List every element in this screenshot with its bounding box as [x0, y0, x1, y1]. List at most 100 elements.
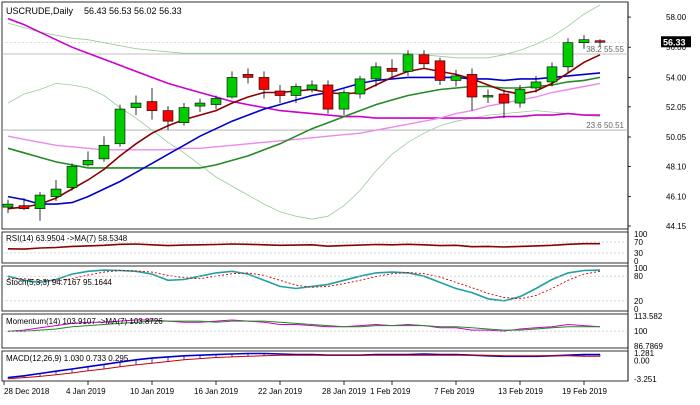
time-tick-label: 28 Dec 2018 [4, 387, 50, 396]
momentum-line [7, 319, 601, 332]
momentum-label: Momentum(14) 103.9107 ->MA(7) 103.8726 [6, 317, 163, 326]
candle-body [386, 68, 398, 72]
candle[interactable] [546, 62, 558, 87]
candle[interactable] [226, 71, 238, 99]
price-axis[interactable]: 58.00 56.00 54.00 52.05 50.05 48.10 46.10 44.15 [628, 13, 687, 231]
candle[interactable] [594, 39, 606, 47]
time-tick-label: 16 Jan 2019 [194, 387, 239, 396]
candle-body [546, 66, 558, 83]
indicator-tick-label: 0 [634, 305, 639, 314]
indicator-tick-label: 113.582 [634, 312, 663, 321]
price-tick-label: 54.00 [666, 73, 687, 82]
candle-body [274, 90, 286, 96]
price-tick-label: 50.05 [666, 133, 687, 142]
candle-body [34, 194, 46, 209]
indicator-tick-label: 100 [634, 327, 648, 336]
candle-body [418, 54, 430, 65]
candle[interactable] [530, 75, 542, 93]
macd-main-line [7, 352, 600, 379]
price-pane[interactable] [2, 4, 628, 221]
candle[interactable] [130, 95, 142, 116]
candle[interactable] [514, 84, 526, 108]
price-tick-label: 48.10 [666, 162, 687, 171]
time-tick-label: 19 Feb 2019 [562, 387, 607, 396]
candle[interactable] [402, 50, 414, 76]
candle[interactable] [578, 35, 590, 49]
candle-body [2, 203, 14, 208]
candle[interactable] [34, 192, 46, 221]
candle-body [434, 60, 446, 81]
candle-body [514, 89, 526, 104]
candle[interactable] [194, 98, 206, 113]
indicator-tick-label: 70 [634, 238, 643, 247]
indicator-tick-label: 0.00 [634, 356, 650, 365]
candle[interactable] [306, 80, 318, 93]
overlay-line-band_outer [7, 82, 601, 220]
candle-body [226, 77, 238, 98]
indicator-tick-label: 86.7869 [634, 342, 663, 351]
candle[interactable] [290, 83, 302, 104]
candle[interactable] [466, 68, 478, 111]
overlay-line-ma_fast [7, 54, 601, 210]
chart-header-ohlc: 56.43 56.53 56.02 56.33 [84, 6, 182, 16]
time-tick-label: 28 Jan 2019 [322, 387, 367, 396]
rsi-line [7, 242, 600, 250]
candle[interactable] [178, 103, 190, 126]
candle[interactable] [146, 87, 158, 120]
candle[interactable] [434, 57, 446, 85]
rsi-pane[interactable] [2, 241, 628, 254]
candle[interactable] [114, 104, 126, 147]
candle[interactable] [418, 50, 430, 69]
overlay-line-ma_long [7, 17, 600, 119]
candle[interactable] [322, 80, 334, 114]
candle-body [322, 84, 334, 110]
candle[interactable] [562, 38, 574, 73]
candle[interactable] [162, 106, 174, 131]
chart-header-symbol: USCRUDE,Daily [6, 6, 74, 16]
candle[interactable] [18, 198, 30, 211]
candle[interactable] [50, 179, 62, 202]
candle[interactable] [482, 89, 494, 104]
candle[interactable] [354, 75, 366, 99]
momentum-pane[interactable] [2, 319, 628, 332]
candle[interactable] [242, 68, 254, 84]
time-tick-label: 4 Jan 2019 [66, 387, 106, 396]
candle[interactable] [82, 151, 94, 167]
time-axis[interactable]: 28 Dec 2018 4 Jan 2019 10 Jan 2019 16 Jan 2… [3, 381, 607, 396]
candle-body [178, 107, 190, 123]
candle-body [82, 160, 94, 166]
macd-pane[interactable] [7, 352, 601, 380]
macd-label: MACD(12,26,9) 1.030 0.733 0.295 [6, 354, 129, 363]
indicator-tick-label: 0 [634, 257, 639, 266]
candle[interactable] [450, 69, 462, 87]
candle[interactable] [274, 84, 286, 104]
overlay-line-ma_mid [7, 72, 601, 205]
candle[interactable] [386, 59, 398, 78]
candle[interactable] [498, 89, 510, 119]
candle-body [290, 86, 302, 96]
indicator-tick-label: 80 [634, 272, 643, 281]
momentum-ma-line [8, 320, 600, 332]
candle-body [210, 98, 222, 105]
candle[interactable] [2, 199, 14, 214]
candle-body [530, 81, 542, 89]
candle[interactable] [98, 136, 110, 162]
macd-signal-line [7, 354, 600, 380]
indicator-tick-label: 30 [634, 249, 643, 258]
time-tick-label: 1 Feb 2019 [370, 387, 411, 396]
time-tick-label: 7 Feb 2019 [434, 387, 475, 396]
stoch-pane[interactable] [2, 269, 628, 302]
candle[interactable] [370, 62, 382, 87]
candle-body [594, 40, 606, 43]
candle[interactable] [66, 163, 78, 191]
candle-body [18, 205, 30, 209]
candle[interactable] [210, 95, 222, 110]
candle[interactable] [338, 89, 350, 116]
candle[interactable] [258, 71, 270, 99]
fib-label: 38.2 55.55 [586, 45, 624, 54]
candle-body [66, 166, 78, 188]
candle-body [402, 54, 414, 72]
candle-body [482, 95, 494, 98]
stoch-main-line [7, 269, 601, 302]
candle-body [242, 74, 254, 78]
